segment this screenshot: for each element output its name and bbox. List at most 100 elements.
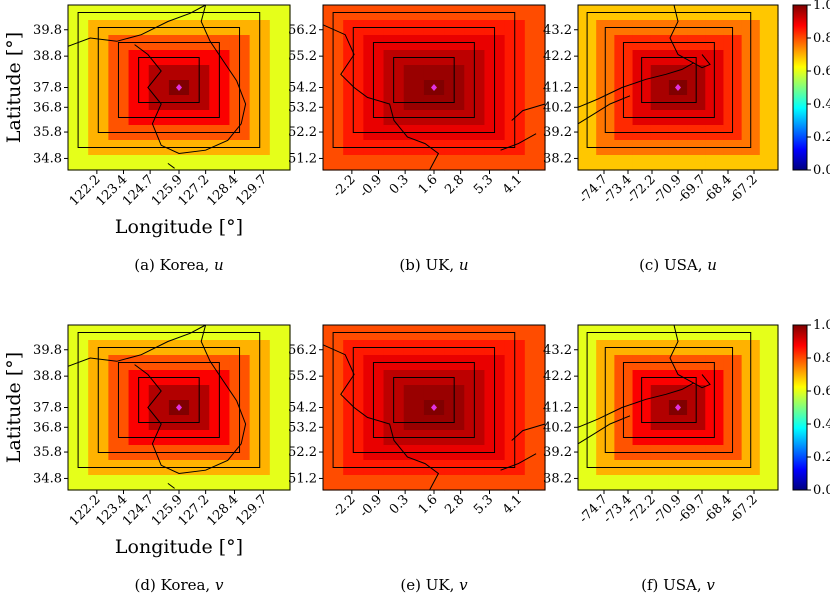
colorbar-tick-label: 0.0 [813,163,830,178]
heatmap-cell [168,65,190,81]
center-marker [675,404,681,411]
center-marker [176,84,182,91]
heatmap-cell [632,155,652,171]
nested-box [117,42,220,118]
x-tick-label: 128.4 [204,492,241,529]
heatmap-cell [759,65,779,81]
colorbar-tick-label: 0.4 [813,417,830,432]
heatmap-cell [484,475,506,491]
heatmap-cell [269,400,291,416]
heatmap-cell [524,5,546,21]
heatmap-cell [524,475,546,491]
heatmap-cell [632,475,652,491]
heatmap-cell [269,125,291,141]
heatmap-cell [269,80,291,96]
heatmap-cell [524,325,546,341]
nested-box [604,347,734,453]
y-tick-label: 52.2 [288,125,317,140]
heatmap-cell [524,155,546,171]
y-tick-label: 56.2 [288,23,317,38]
x-tick-label: 1.6 [416,492,441,517]
heatmap-cell [269,325,291,341]
heatmap-cell [705,475,725,491]
y-axis-title: Latitude [°] [3,352,25,463]
nested-box [393,377,455,423]
nested-box [604,27,734,133]
panel-caption: (a) Korea, u [134,256,223,274]
heatmap-cell [128,475,150,491]
heatmap-cell [524,430,546,446]
heatmap-cell [578,475,597,491]
caption-text: (d) Korea, [135,576,215,594]
heatmap-cell [668,155,688,171]
panel-b: -2.2-0.9 0.3 1.6 2.8 5.3 4.1 56.2 55.2 54.2 53.2 5… [288,4,546,274]
nested-box [332,332,516,468]
heatmap-cell [269,370,291,386]
y-tick-label: 52.2 [288,445,317,460]
heatmap-cell [650,65,670,81]
x-tick-label: -69.7 [675,492,709,526]
y-tick-label: 43.2 [543,23,572,38]
heatmap-cell [650,80,670,96]
heatmap-cell [759,355,779,371]
nested-box [352,347,496,453]
heatmap-cell [269,460,291,476]
x-tick-label: -69.7 [675,172,709,206]
heatmap-cell [759,5,779,21]
heatmap-cell [650,385,670,401]
heatmap-cell [759,125,779,141]
y-tick-label: 38.2 [543,471,572,486]
y-tick-label: 37.8 [33,81,62,96]
heatmap-cell [524,415,546,431]
heatmap-cell [229,475,251,491]
heatmap-cell [687,475,706,491]
heatmap-cell [759,445,779,461]
x-axis-title: Longitude [°] [115,216,243,238]
panel-d: 122.2123.4124.7125.9127.2128.4129.739.83… [3,324,291,594]
nested-box [372,42,475,118]
heatmap-cell [403,155,425,171]
colorbar-tick-label: 0.2 [813,450,830,465]
heatmap-cell [269,475,291,491]
panel-a: 122.2123.4124.7125.9127.2128.4129.739.83… [3,4,291,274]
x-tick-label: -0.9 [357,172,385,200]
nested-box [641,57,697,103]
y-tick-label: 40.2 [543,420,572,435]
x-tick-label: 124.7 [120,172,157,209]
caption-variable: v [459,576,468,594]
x-tick-label: 128.4 [204,172,241,209]
y-tick-label: 42.2 [543,369,572,384]
x-tick-label: -2.2 [330,172,358,200]
y-tick-label: 34.8 [33,471,62,486]
y-tick-label: 39.2 [543,125,572,140]
caption-variable: u [459,256,469,274]
heatmap-cell [741,475,761,491]
x-tick-label: -67.2 [727,172,761,206]
colorbar-tick-label: 0.6 [813,384,830,399]
colorbar-gradient [792,324,808,491]
heatmap-cell [269,415,291,431]
x-tick-label: 0.3 [387,492,412,517]
y-tick-label: 36.8 [33,420,62,435]
y-tick-label: 41.2 [543,81,572,96]
nested-box [117,362,220,438]
heatmap-cell [464,475,486,491]
heatmap-cell [759,140,779,156]
colorbar-2: 0.0 0.2 0.4 0.6 0.8 1.0 [792,318,830,498]
heatmap-cell [759,430,779,446]
center-marker [176,404,182,411]
heatmap-cell [524,460,546,476]
colorbar-gradient [792,4,808,171]
heatmap-cell [524,80,546,96]
y-tick-label: 51.2 [288,151,317,166]
center-marker [675,84,681,91]
caption-variable: u [707,256,717,274]
coastline [577,415,631,445]
heatmap-cell [614,155,634,171]
heatmap-cell [464,155,486,171]
nested-box [97,27,241,133]
colorbar-tick-label: 0.6 [813,64,830,79]
heatmap-cell [705,155,725,171]
y-tick-label: 42.2 [543,49,572,64]
x-tick-label: -68.4 [701,172,735,206]
